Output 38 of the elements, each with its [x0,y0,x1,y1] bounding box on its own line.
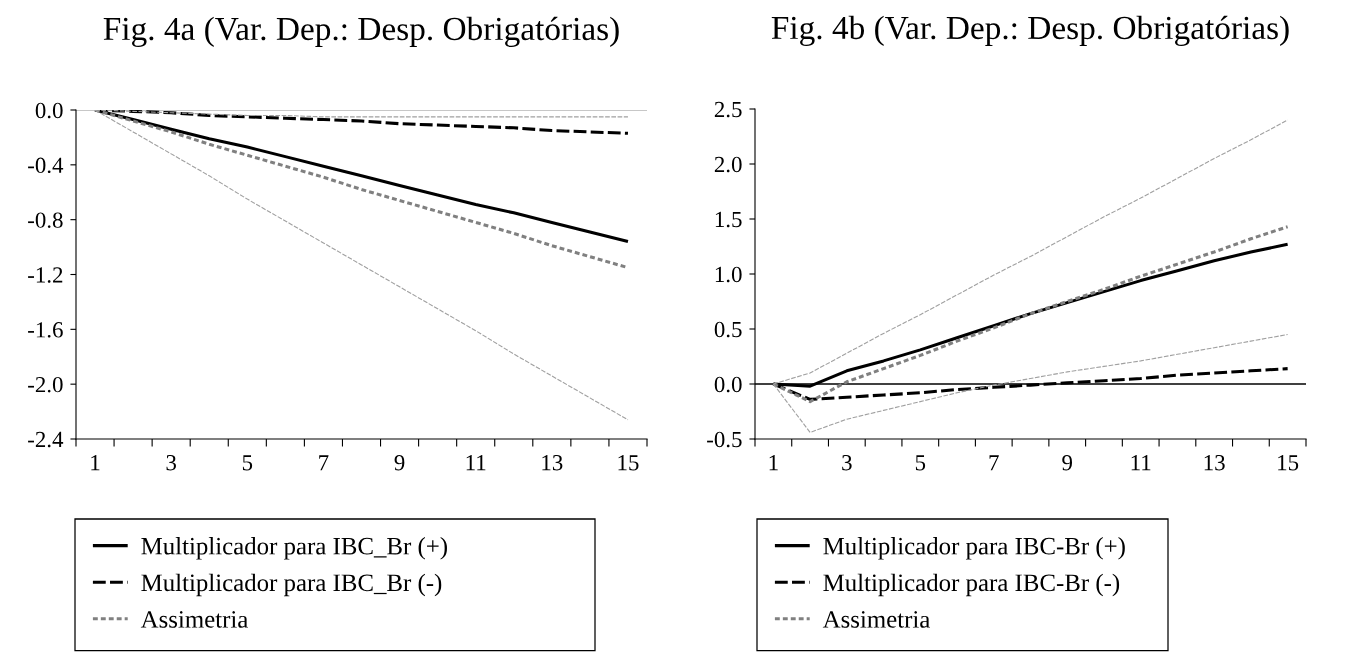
legend-label: Assimetria [140,611,248,628]
y-tick-label: 1.0 [715,266,742,283]
x-tick-label: 15 [1278,455,1299,471]
x-tick-label: 5 [915,455,926,471]
x-tick-label: 7 [319,455,329,471]
x-tick-label: 13 [542,455,563,471]
legend-label: Assimetria [822,611,930,628]
legend-label: Multiplicador para IBC-Br (-) [823,573,1120,597]
x-tick-label: 3 [842,455,852,471]
chart-title: Fig. 4a (Var. Dep.: Desp. Obrigatórias) [103,16,619,48]
legend-label: Multiplicador para IBC-Br (+) [823,537,1125,560]
x-tick-label: 11 [466,455,486,471]
y-tick-label: -1.2 [28,267,63,283]
chart-title: Fig. 4b (Var. Dep.: Desp. Obrigatórias) [771,15,1289,47]
x-tick-label: 3 [166,455,176,471]
x-tick-label: 13 [1204,455,1225,471]
y-tick-label: -1.6 [28,322,63,338]
x-tick-label: 7 [989,455,999,471]
y-tick-label: 2.0 [714,156,742,173]
x-tick-label: 1 [769,455,778,471]
x-tick-label: 1 [91,455,100,471]
y-tick-label: -2.4 [28,431,64,448]
y-tick-label: 0.0 [714,376,742,393]
x-tick-label: 15 [618,455,639,471]
y-tick-label: -0.8 [28,212,63,228]
y-tick-label: 1.5 [715,211,742,228]
y-tick-label: -2.0 [28,376,63,393]
legend-label: Multiplicador para IBC_Br (+) [141,537,447,560]
y-tick-label: 0.0 [35,102,63,119]
y-tick-label: 0.5 [714,321,742,338]
x-tick-label: 9 [394,455,405,471]
y-tick-label: 2.5 [714,101,742,118]
x-tick-label: 5 [242,455,253,471]
x-tick-label: 11 [1131,455,1151,471]
x-tick-label: 9 [1062,455,1073,471]
y-tick-label: -0.4 [28,157,64,174]
legend-label: Multiplicador para IBC_Br (-) [141,573,442,597]
y-tick-label: -0.5 [707,431,742,448]
